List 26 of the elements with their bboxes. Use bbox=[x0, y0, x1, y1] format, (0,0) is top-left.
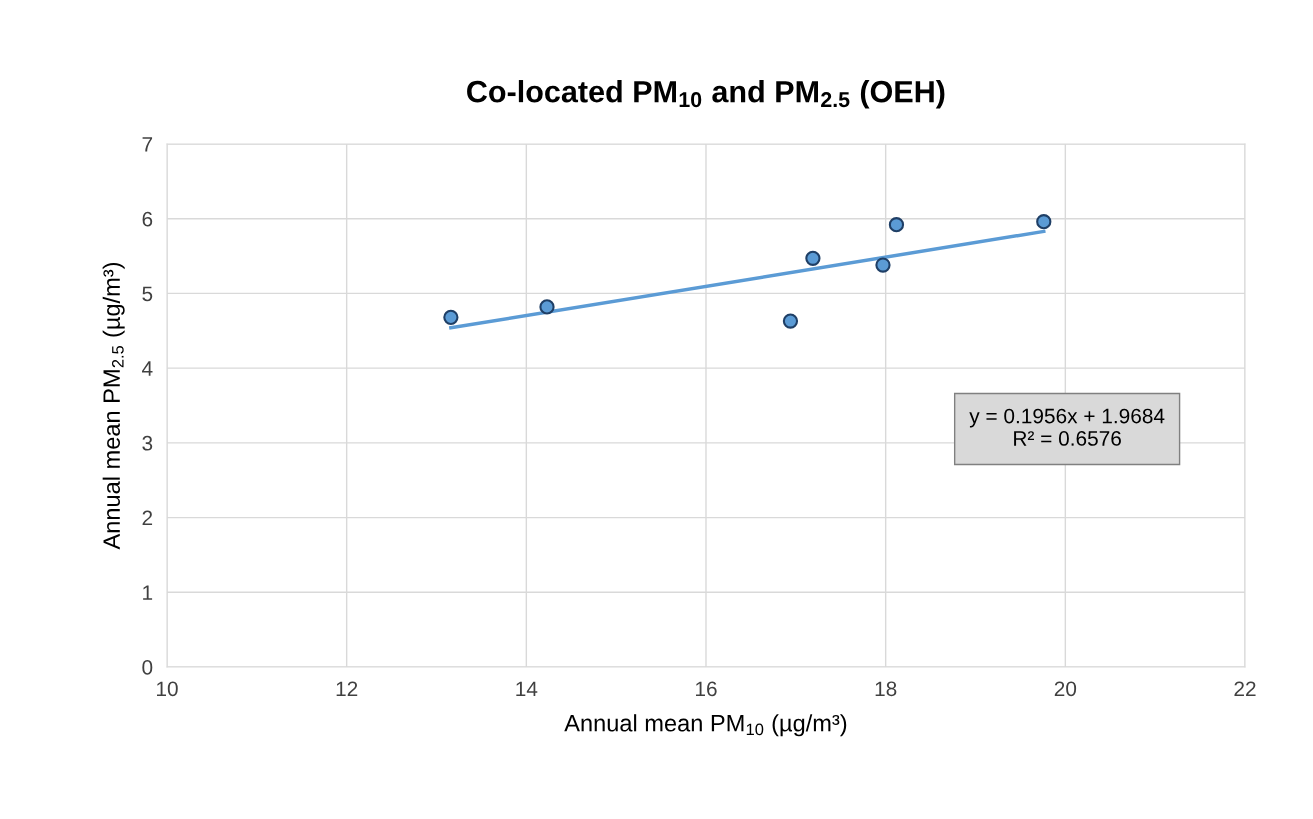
x-axis-title: Annual mean PM$_{10}$ (µg/m³) bbox=[564, 714, 847, 737]
chart-title: Co-located PM$_{10}$ and PM$_{2.5}$ (OEH) bbox=[467, 80, 945, 109]
annotation: y = 0.1956x + 1.9684 R² = 0.6576 bbox=[969, 408, 1165, 446]
x-tick-label: 18 bbox=[875, 681, 897, 697]
point bbox=[875, 257, 891, 273]
y-tick-label: 3 bbox=[142, 435, 153, 451]
point bbox=[443, 309, 459, 325]
y-tick-label: 4 bbox=[142, 361, 153, 376]
y-tick-label: 7 bbox=[142, 137, 153, 152]
x-tick-label: 10 bbox=[157, 681, 178, 697]
x-tick-label: 14 bbox=[516, 681, 538, 696]
y-tick-label: 0 bbox=[142, 660, 153, 675]
x-tick-label: 22 bbox=[1234, 681, 1256, 696]
y-tick-label: 6 bbox=[142, 211, 153, 227]
y-tick-label: 2 bbox=[142, 510, 153, 526]
x-tick-label: 20 bbox=[1054, 681, 1077, 697]
point bbox=[888, 217, 905, 233]
point bbox=[1036, 214, 1052, 230]
y-axis-title: Annual mean PM$_{2.5}$ (µg/m³) bbox=[102, 262, 125, 550]
x-tick-label: 16 bbox=[696, 681, 717, 697]
y-tick-label: 1 bbox=[143, 585, 153, 600]
point bbox=[539, 299, 555, 315]
x-tick-label: 12 bbox=[336, 681, 358, 696]
y-tick-label: 5 bbox=[142, 286, 153, 302]
point bbox=[782, 313, 799, 329]
point bbox=[805, 250, 821, 266]
